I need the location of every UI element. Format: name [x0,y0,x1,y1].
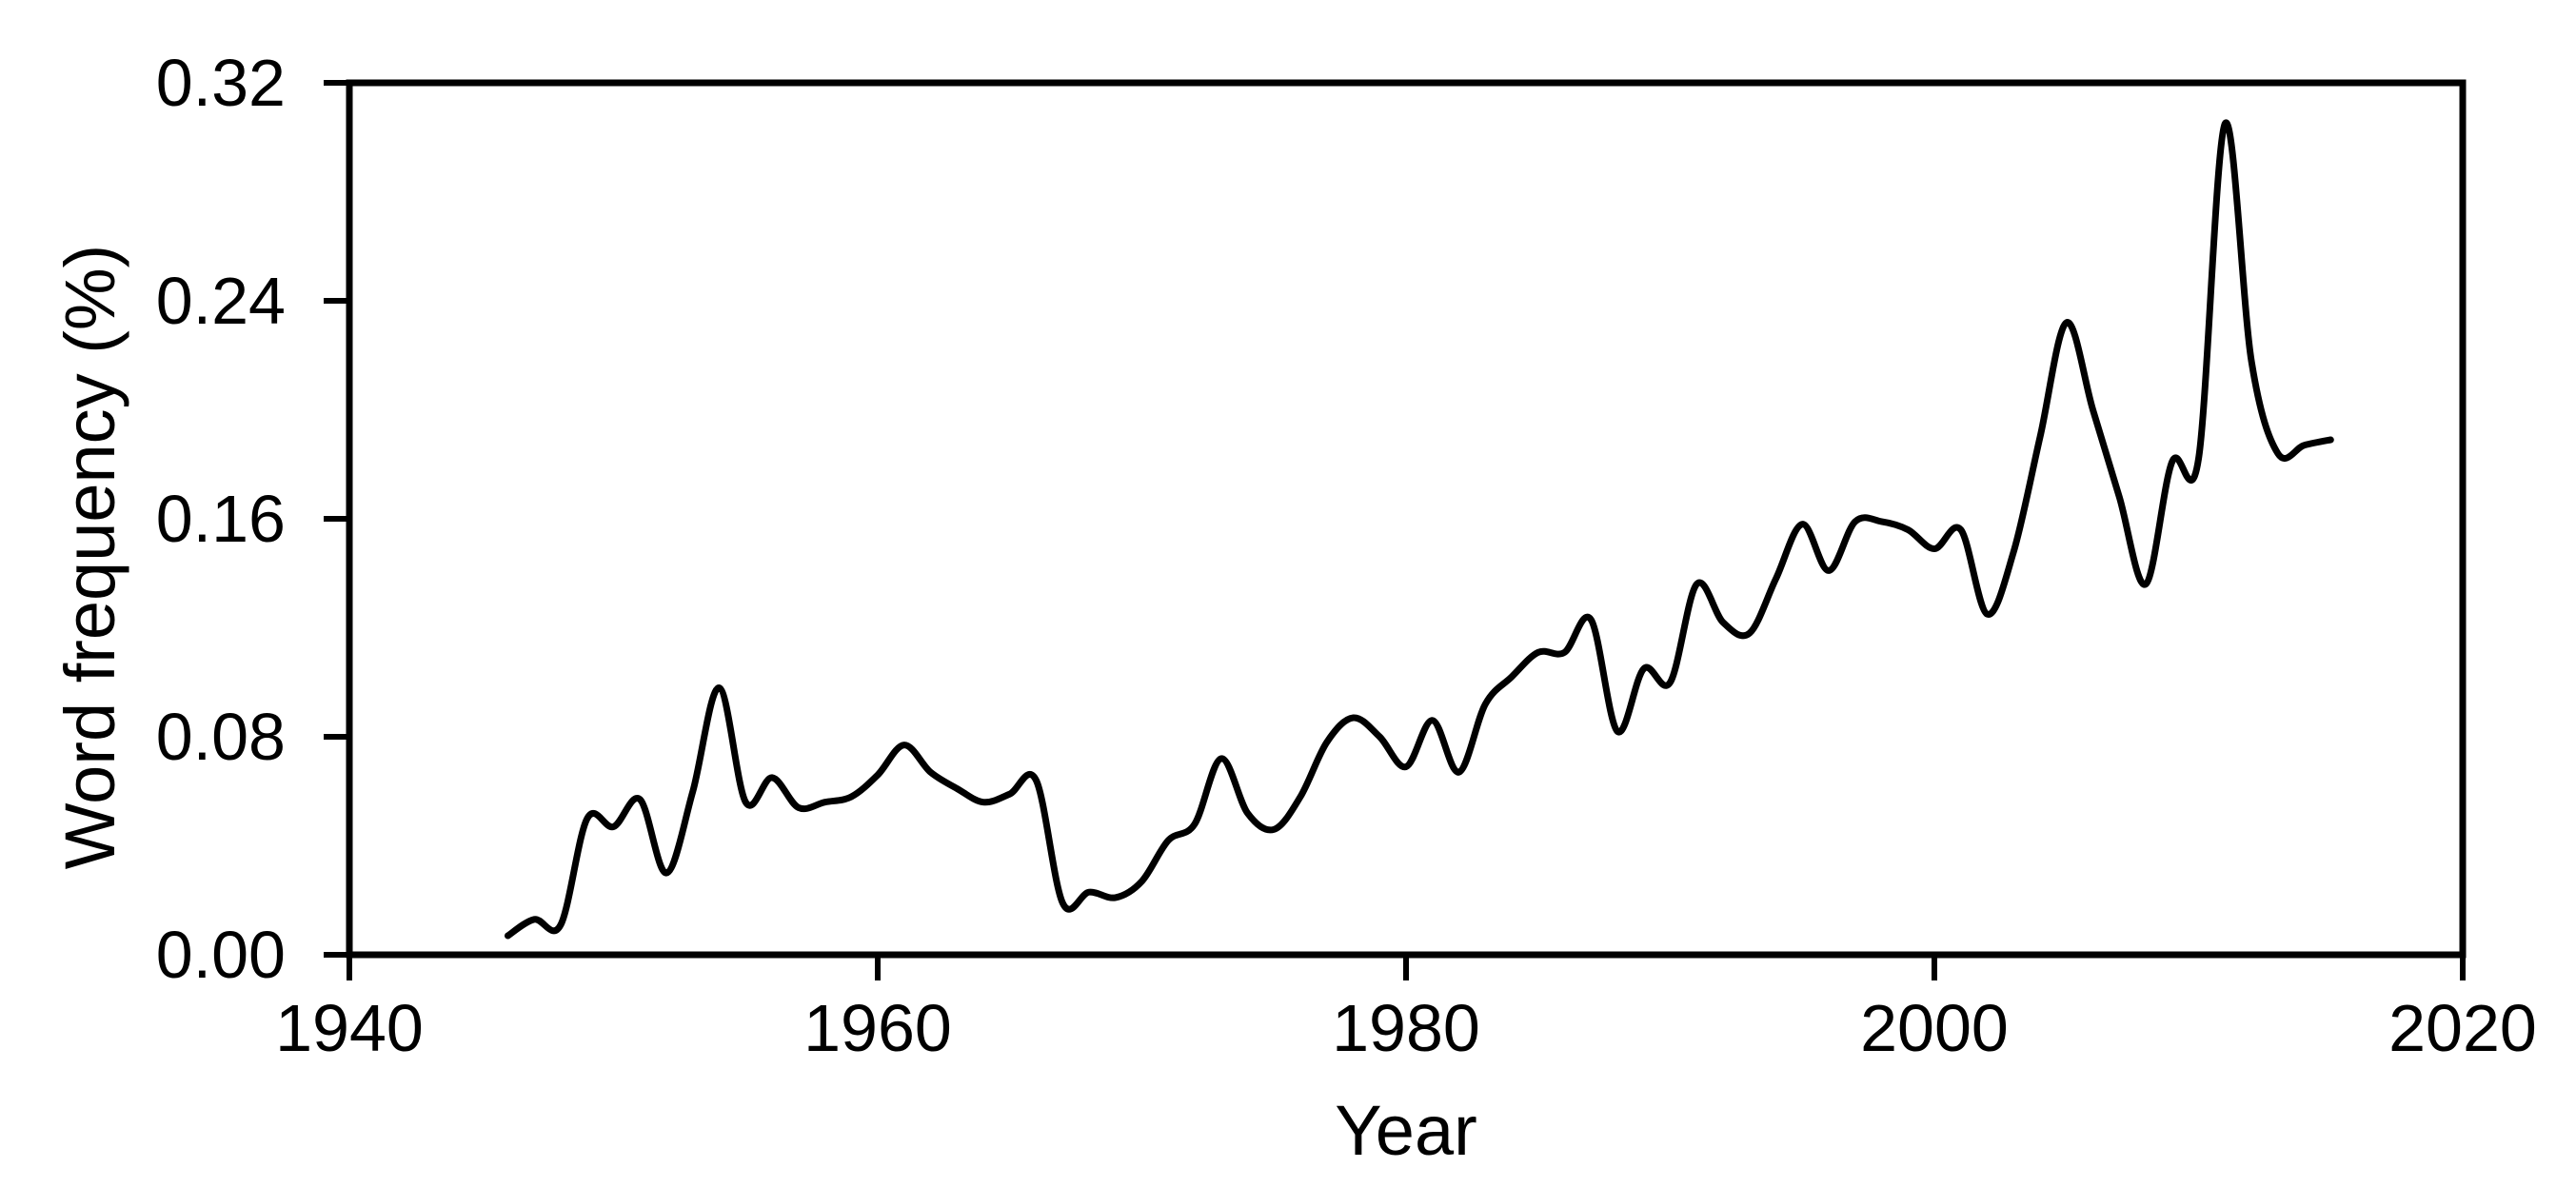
x-tick-label: 1960 [803,991,952,1065]
y-tick-label: 0.16 [155,482,286,556]
y-tick-label: 0.24 [155,264,286,338]
y-tick-label: 0.08 [155,700,286,774]
data-line [505,119,2334,940]
plot-frame [346,79,2467,959]
x-tick-label: 2020 [2388,991,2537,1065]
x-tick-label: 2000 [1860,991,2009,1065]
x-tick-label: 1980 [1332,991,1480,1065]
y-tick-label: 0.32 [155,46,286,120]
x-tick-label: 1940 [275,991,424,1065]
x-axis-title: Year [1335,1091,1477,1170]
y-tick-label: 0.00 [155,918,286,992]
